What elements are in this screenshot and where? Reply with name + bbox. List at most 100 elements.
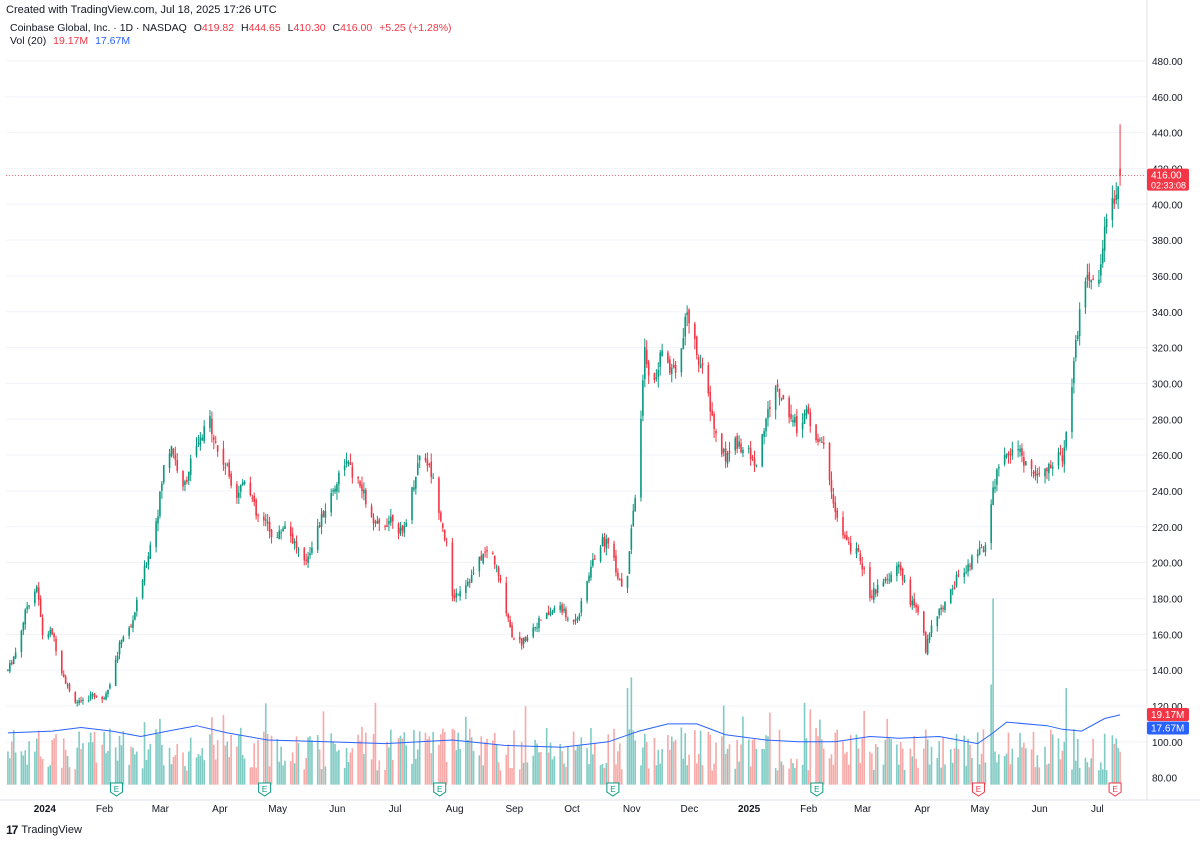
candle-body — [264, 519, 267, 521]
candle-body — [930, 625, 933, 634]
volume-bar — [1038, 767, 1041, 785]
candle-body — [524, 636, 527, 642]
volume-bar — [176, 744, 179, 785]
volume-bar — [47, 766, 50, 785]
candle-body — [830, 479, 833, 492]
candle-body — [926, 638, 929, 654]
candle-body — [809, 412, 812, 427]
volume-bar — [149, 743, 152, 785]
candle-body — [128, 627, 130, 636]
candle-body — [859, 553, 862, 561]
volume-bar — [1007, 732, 1010, 785]
candle-body — [499, 577, 502, 581]
symbol-legend[interactable]: Coinbase Global, Inc. · 1D · NASDAQ O419… — [10, 22, 452, 34]
candle-body — [821, 441, 823, 443]
candle-body — [601, 537, 604, 547]
volume-bar — [978, 764, 981, 785]
volume-bar — [120, 745, 123, 785]
candle-body — [374, 521, 377, 524]
volume-bar — [688, 754, 690, 785]
price-tick-label: 460.00 — [1152, 93, 1183, 104]
volume-bar — [492, 740, 494, 785]
volume-bar — [603, 768, 606, 785]
candle-body — [861, 563, 864, 570]
volume-bar — [911, 756, 914, 785]
candle-body — [561, 604, 563, 613]
candle-body — [195, 445, 198, 456]
volume-bar — [842, 741, 844, 785]
volume-bar — [819, 719, 821, 785]
volume-bar — [64, 749, 67, 785]
volume-bar — [459, 749, 461, 785]
candle-body — [64, 676, 67, 684]
volume-bar — [109, 728, 111, 785]
volume-bar — [1036, 755, 1039, 785]
candle-body — [465, 585, 467, 593]
volume-legend[interactable]: Vol (20) 19.17M 17.67M — [10, 35, 130, 47]
volume-bar — [751, 739, 754, 785]
candle-body — [803, 413, 806, 424]
candle-body — [74, 692, 77, 703]
price-tick-label: 400.00 — [1152, 200, 1183, 211]
candle-body — [780, 398, 783, 400]
volume-bar — [443, 731, 446, 785]
candle-body — [1063, 447, 1066, 465]
volume-bar — [628, 729, 631, 785]
candle-body — [7, 669, 9, 671]
volume-bar — [1084, 757, 1087, 785]
candle-body — [520, 638, 523, 646]
volume-bar — [1105, 770, 1108, 785]
volume-bar — [534, 739, 536, 785]
volume-bar — [322, 711, 325, 785]
volume-bar — [1032, 731, 1035, 785]
volume-bar — [197, 754, 200, 785]
candle-body — [620, 579, 623, 587]
candle-body — [792, 420, 794, 423]
candle-body — [424, 457, 427, 461]
tradingview-footer[interactable]: 17 TradingView — [6, 823, 82, 837]
candle-body — [263, 516, 265, 521]
volume-bar — [834, 732, 837, 785]
symbol-title[interactable]: Coinbase Global, Inc. · 1D · NASDAQ — [10, 22, 187, 34]
candle-body — [940, 607, 942, 610]
candle-body — [963, 572, 966, 578]
volume-bar — [747, 739, 750, 785]
volume-bar — [182, 752, 184, 785]
volume-bar — [926, 739, 929, 785]
volume-bar — [253, 743, 256, 785]
candle-body — [478, 556, 481, 572]
volume-bar — [222, 715, 225, 785]
candle-body — [284, 525, 286, 530]
candle-body — [397, 523, 400, 534]
volume-bar — [445, 761, 448, 785]
volume-bar — [428, 736, 431, 785]
time-tick-label: Oct — [564, 804, 580, 815]
volume-bar — [268, 766, 271, 785]
grid-lines — [6, 60, 1146, 743]
volume-bar — [478, 755, 481, 785]
candle-body — [944, 601, 946, 610]
candle-body — [22, 622, 25, 631]
candle-body — [118, 642, 121, 655]
volume-bar — [147, 749, 150, 785]
volume-bar — [928, 764, 931, 785]
candle-body — [588, 575, 590, 582]
candle-body — [992, 487, 994, 505]
volume-bar — [722, 705, 725, 785]
price-tick-label: 180.00 — [1152, 594, 1183, 605]
volume-bar — [949, 749, 952, 785]
candle-body — [343, 465, 346, 471]
volume-label[interactable]: Vol (20) — [10, 35, 47, 47]
volume-bar — [159, 718, 161, 785]
volume-bar — [118, 735, 121, 785]
volume-bar — [397, 738, 400, 785]
candle-body — [239, 484, 242, 492]
candle-body — [724, 448, 727, 462]
candle-body — [917, 606, 919, 613]
time-tick-label: May — [971, 804, 990, 815]
candle-body — [617, 572, 619, 579]
volume-bar — [1044, 746, 1046, 785]
volume-bar — [1050, 729, 1052, 785]
candle-body — [742, 449, 744, 454]
